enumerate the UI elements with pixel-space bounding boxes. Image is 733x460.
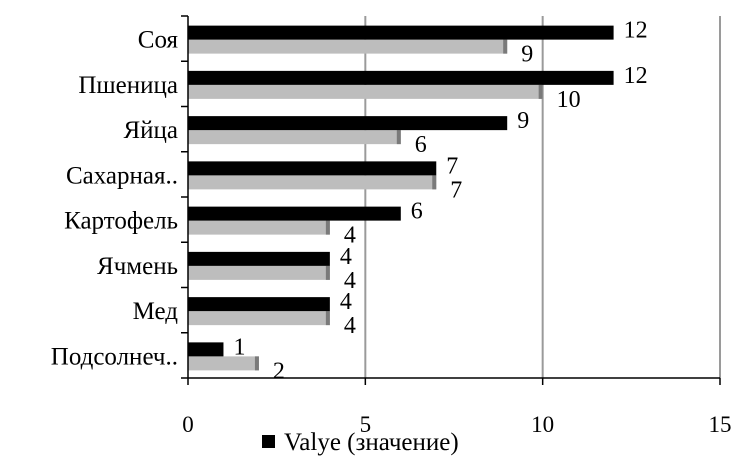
bar-series-2	[188, 356, 259, 371]
bar-series-2-edge	[325, 311, 330, 326]
bar-series-1	[188, 251, 330, 266]
bar-series-1	[188, 206, 401, 221]
x-tick-label: 10	[531, 412, 554, 437]
data-label-series-1: 4	[340, 244, 352, 270]
legend: Valye (значение)	[262, 429, 459, 456]
data-label-series-1: 9	[517, 108, 529, 134]
bar-series-1	[188, 70, 614, 85]
data-label-series-1: 12	[624, 63, 648, 89]
data-label-series-1: 6	[411, 199, 423, 225]
bar-series-1	[188, 161, 437, 176]
bar-series-2-edge	[432, 175, 437, 190]
bar-series-2-edge	[396, 130, 401, 145]
category-label: Ячмень	[97, 253, 178, 280]
bar-series-2	[188, 84, 543, 99]
bar-series-2-edge	[503, 39, 508, 54]
data-label-series-2: 4	[344, 223, 356, 249]
category-label: Мед	[133, 298, 179, 325]
legend-swatch	[262, 435, 275, 448]
bar-series-2-edge	[254, 356, 259, 371]
bar-series-1	[188, 25, 614, 40]
bars-group	[188, 25, 614, 371]
bar-series-1	[188, 342, 224, 357]
data-label-series-1: 1	[233, 334, 245, 360]
data-label-series-1: 12	[624, 18, 648, 44]
category-label: Яйца	[123, 117, 178, 144]
data-label-series-2: 6	[415, 132, 427, 158]
bar-series-2	[188, 311, 330, 326]
data-label-series-2: 4	[344, 268, 356, 294]
gridlines	[364, 16, 721, 378]
bar-series-2	[188, 39, 508, 54]
data-label-series-1: 4	[340, 289, 352, 315]
x-tick-label: 0	[182, 412, 194, 437]
axes	[181, 15, 721, 385]
bar-series-2	[188, 175, 437, 190]
category-label: Соя	[138, 27, 179, 54]
bar-series-2-edge	[325, 220, 330, 235]
bar-series-2	[188, 130, 401, 145]
bar-series-2-edge	[325, 265, 330, 280]
category-label: Сахарная..	[66, 162, 178, 189]
data-label-series-2: 4	[344, 313, 356, 339]
category-label: Подсолнеч..	[51, 343, 178, 370]
x-tick-label: 15	[709, 412, 732, 437]
bar-series-1	[188, 297, 330, 312]
bar-series-2	[188, 265, 330, 280]
category-label: Пшеница	[78, 72, 178, 99]
data-label-series-2: 9	[521, 42, 533, 68]
category-label: Картофель	[64, 208, 178, 235]
bar-series-2-edge	[538, 84, 543, 99]
data-label-series-2: 7	[450, 177, 462, 203]
data-label-series-2: 2	[273, 358, 285, 384]
x-tick-label: 5	[360, 412, 372, 437]
legend-label: Valye (значение)	[284, 429, 459, 456]
bar-series-1	[188, 116, 508, 131]
data-label-series-1: 7	[446, 153, 458, 179]
bar-series-2	[188, 220, 330, 235]
data-label-series-2: 10	[557, 87, 581, 113]
